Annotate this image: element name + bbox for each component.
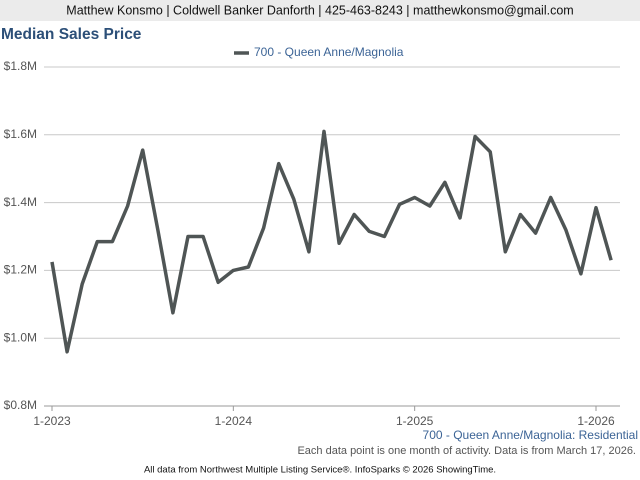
y-tick-label: $1.4M xyxy=(4,195,37,209)
footnote: Each data point is one month of activity… xyxy=(297,445,636,457)
y-tick-label: $0.8M xyxy=(4,398,37,412)
header: Matthew Konsmo | Coldwell Banker Danfort… xyxy=(66,3,573,17)
y-tick-label: $1.0M xyxy=(4,330,37,344)
x-tick-label: 1-2025 xyxy=(396,414,434,428)
x-tick-label: 1-2023 xyxy=(33,414,71,428)
x-tick-label: 1-2026 xyxy=(577,414,615,428)
source-label: 700 - Queen Anne/Magnolia: Residential xyxy=(423,428,638,442)
x-tick-label: 1-2024 xyxy=(215,414,253,428)
y-tick-label: $1.2M xyxy=(4,263,37,277)
header-band xyxy=(0,0,640,21)
y-tick-label: $1.8M xyxy=(4,59,37,73)
y-tick-label: $1.6M xyxy=(4,127,37,141)
chart-title: Median Sales Price xyxy=(1,26,142,43)
line-series xyxy=(50,129,613,354)
credits: All data from Northwest Multiple Listing… xyxy=(144,465,496,476)
legend-label: 700 - Queen Anne/Magnolia xyxy=(254,45,404,59)
